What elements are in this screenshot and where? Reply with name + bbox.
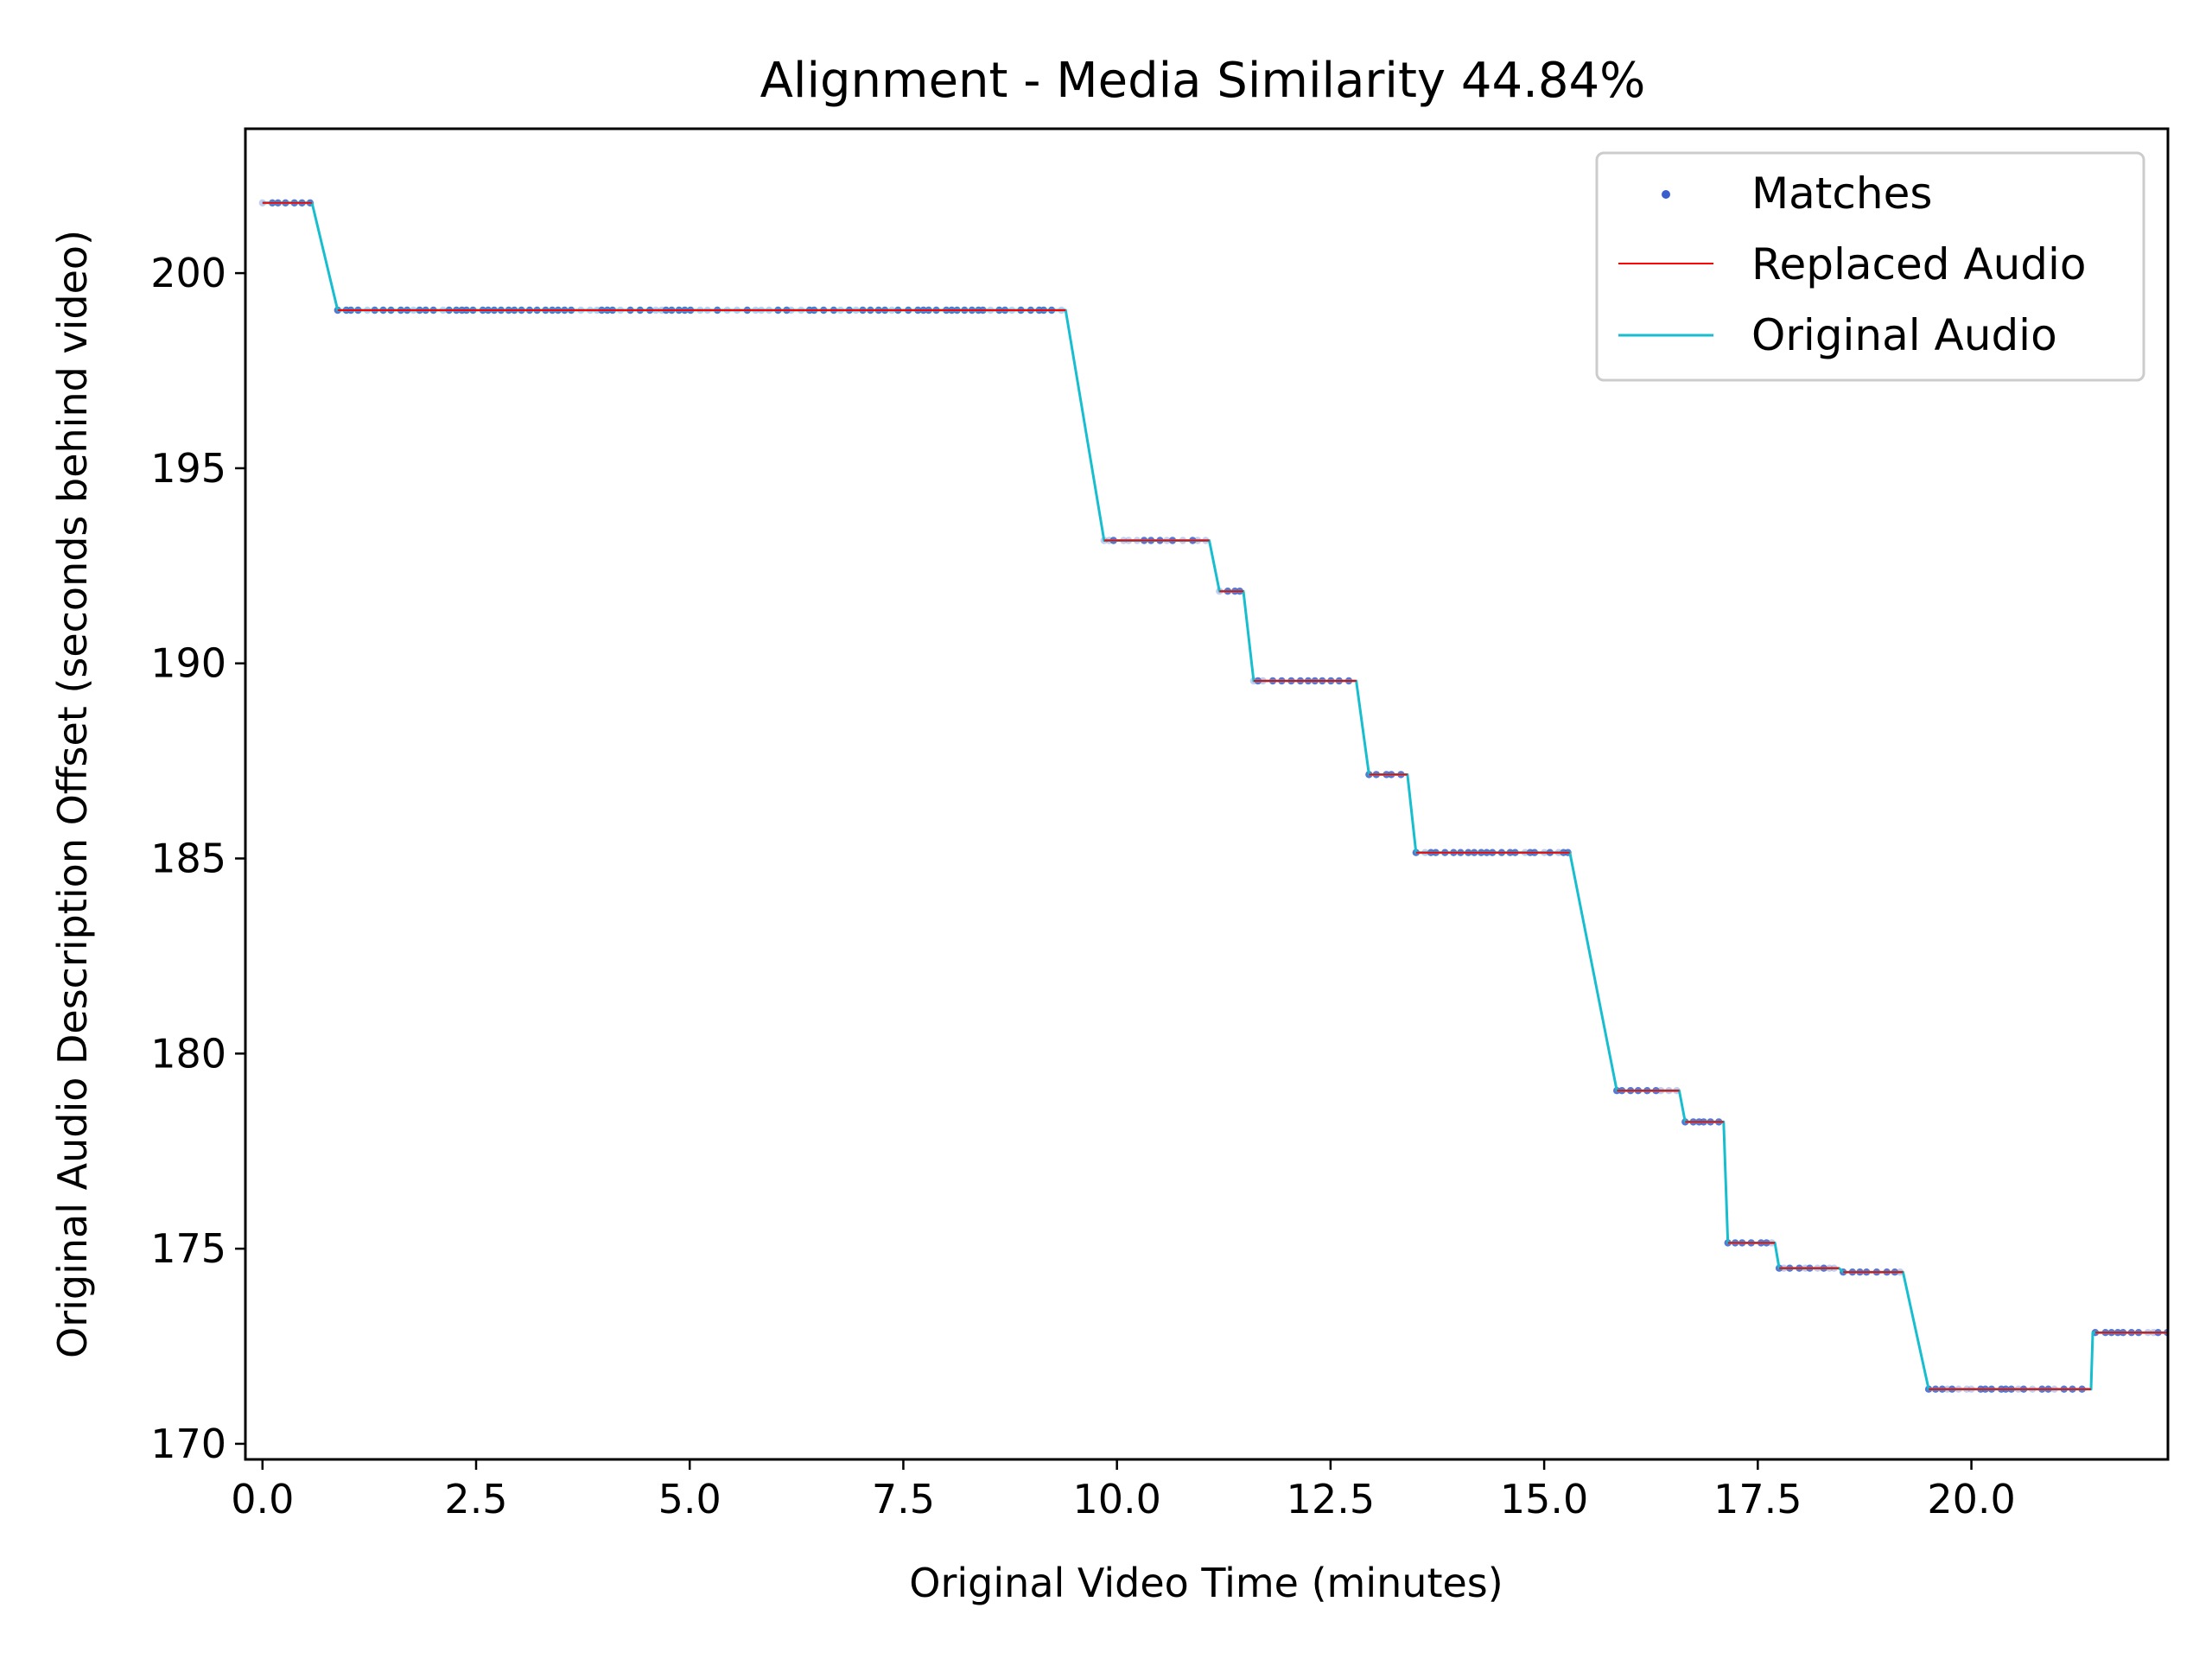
y-tick-label: 190 (150, 640, 226, 687)
legend-replaced-audio-label: Replaced Audio (1751, 239, 2087, 289)
x-tick-label: 5.0 (658, 1476, 721, 1522)
x-tick-label: 15.0 (1500, 1476, 1588, 1522)
legend-matches-marker (1662, 190, 1670, 199)
y-tick-label: 195 (150, 445, 226, 492)
y-tick-label: 180 (150, 1030, 226, 1077)
y-tick-label: 200 (150, 250, 226, 296)
plot-axes: 0.0 2.5 5.0 7.5 10.0 12.5 15.0 17.5 20.0 170 175 18… (150, 250, 2016, 1522)
x-tick-label: 2.5 (444, 1476, 507, 1522)
legend-box (1595, 151, 2145, 382)
y-axis-label: Original Audio Description Offset (secon… (49, 230, 96, 1358)
plot-frame (244, 127, 2170, 1461)
y-tick-label: 185 (150, 836, 226, 882)
chart-title: Alignment - Media Similarity 44.84% (760, 53, 1646, 109)
legend: Matches Replaced Audio Original Audio (1595, 151, 2145, 382)
legend-matches-label: Matches (1751, 168, 1932, 219)
x-tick-label: 7.5 (872, 1476, 935, 1522)
y-tick-label: 175 (150, 1225, 226, 1272)
y-tick-label: 170 (150, 1421, 226, 1467)
x-tick-label: 17.5 (1713, 1476, 1802, 1522)
x-tick-label: 0.0 (231, 1476, 294, 1522)
replaced-audio-series (262, 201, 2168, 1390)
plot-data (258, 199, 2168, 1393)
x-tick-label: 10.0 (1072, 1476, 1160, 1522)
x-tick-label: 12.5 (1287, 1476, 1375, 1522)
x-axis-label: Original Video Time (minutes) (909, 1560, 1503, 1606)
legend-original-audio-label: Original Audio (1751, 310, 2057, 360)
x-tick-label: 20.0 (1927, 1476, 2015, 1522)
